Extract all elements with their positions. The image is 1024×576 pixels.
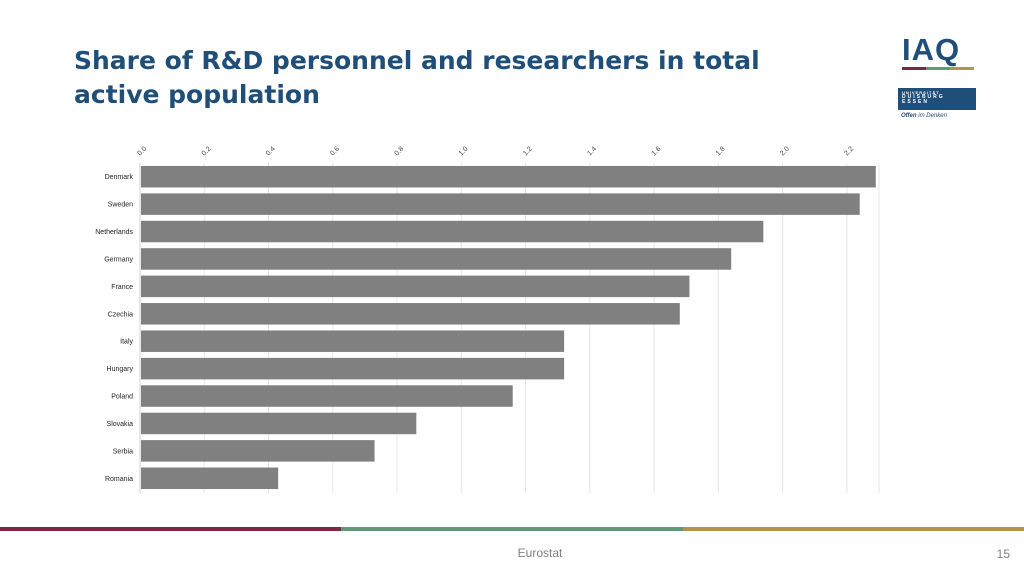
x-tick-label: 0.2: [201, 146, 213, 158]
bar: [141, 193, 860, 215]
category-labels: Denmark Sweden Netherlands Germany France Cze…: [95, 174, 133, 483]
tagline-rest: im Denken: [918, 113, 947, 119]
university-tagline: Offen im Denken: [901, 113, 947, 119]
bar: [141, 440, 375, 462]
category-label: Sweden: [108, 202, 133, 209]
category-label: Serbia: [113, 448, 133, 455]
x-tick-label: 1.2: [522, 146, 534, 158]
category-label: France: [111, 284, 133, 291]
x-tick-label: 1.4: [586, 146, 598, 158]
university-logo: UNIVERSITÄT DUISBURG ESSEN: [898, 88, 976, 110]
x-tick-label: 2.2: [843, 146, 855, 158]
bar-layer: [141, 165, 876, 490]
iaq-logo: IAQ: [902, 34, 974, 70]
category-label: Hungary: [107, 366, 134, 373]
bar: [141, 220, 764, 243]
source-label: Eurostat: [517, 546, 563, 560]
x-tick-label: 1.0: [458, 146, 470, 158]
bar: [141, 357, 565, 380]
category-label: Czechia: [108, 311, 133, 318]
bar: [141, 330, 565, 352]
university-logo-line2: DUISBURG: [902, 94, 945, 100]
bar: [141, 165, 876, 188]
category-label: Italy: [120, 339, 133, 346]
bar: [141, 467, 279, 490]
tagline-bold: Offen: [901, 113, 917, 119]
slide-title: Share of R&D personnel and researchers i…: [74, 46, 760, 109]
iaq-logo-stripe: [902, 67, 974, 70]
x-tick-label: 1.8: [715, 146, 727, 158]
category-label: Poland: [111, 394, 133, 401]
university-logo-line3: ESSEN: [902, 99, 929, 105]
bar: [141, 385, 513, 407]
page-number: 15: [996, 547, 1010, 561]
iaq-logo-text: IAQ: [902, 32, 961, 67]
bar: [141, 412, 417, 435]
x-tick-label: 0.8: [394, 146, 406, 158]
category-label: Denmark: [105, 174, 134, 181]
grid-layer: [139, 163, 880, 493]
x-tick-label: 0.4: [265, 146, 277, 158]
category-label: Germany: [104, 256, 133, 263]
category-label: Slovakia: [107, 421, 134, 428]
x-tick-label: 0.6: [329, 146, 341, 158]
category-label: Netherlands: [95, 229, 133, 236]
x-tick-labels: 0.0 0.2 0.4 0.6 0.8 1.0 1.2 1.4 1.6 1.8 2.0 2.2: [136, 146, 855, 158]
bar: [141, 275, 690, 298]
university-logo-line1: UNIVERSITÄT: [902, 90, 940, 95]
x-tick-label: 1.6: [651, 146, 663, 158]
category-label: Romania: [105, 476, 133, 483]
footer-stripe: [0, 527, 1024, 531]
bar: [141, 248, 732, 270]
x-tick-label: 2.0: [779, 146, 791, 158]
bar: [141, 303, 680, 325]
x-tick-label: 0.0: [136, 146, 148, 158]
